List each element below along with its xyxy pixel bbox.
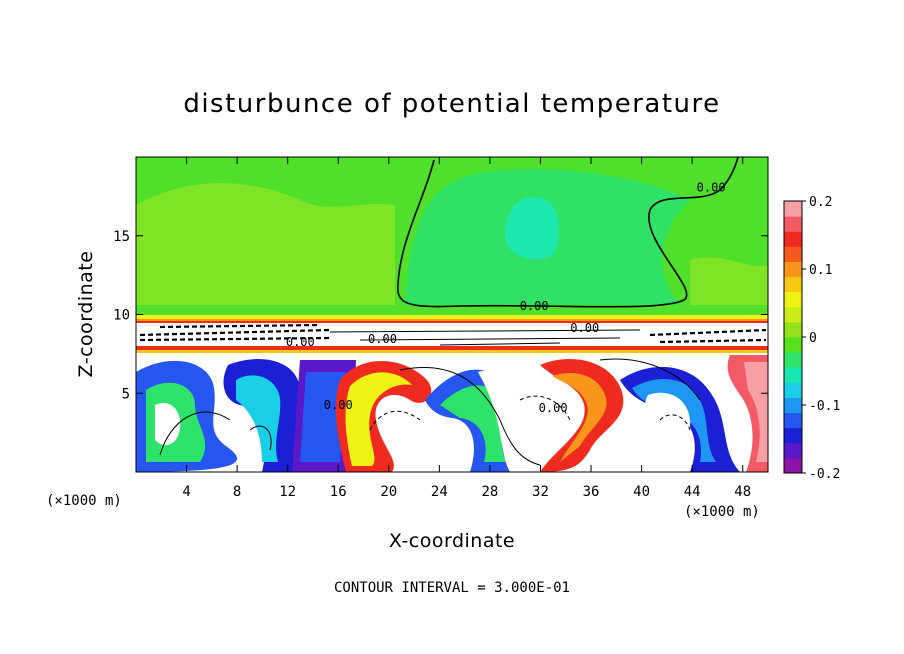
x-axis-ticks: 4 8 12 16 20 24 28 32 36 40 44 48 bbox=[182, 157, 751, 500]
x-tick-label: 40 bbox=[633, 484, 650, 500]
upper-light-region-left bbox=[136, 182, 395, 305]
colorbar-swatch bbox=[784, 276, 802, 293]
contour-label: 0.00 bbox=[286, 335, 315, 349]
contour-label: 0.00 bbox=[539, 401, 568, 415]
colorbar-swatch bbox=[784, 367, 802, 383]
tropopause-band-yellow bbox=[136, 315, 768, 319]
colorbar-swatch bbox=[784, 412, 802, 429]
colorbar-swatch bbox=[784, 306, 802, 323]
colorbar-swatch bbox=[784, 397, 802, 414]
colorbar-swatch bbox=[784, 246, 802, 262]
contour-labels: 0.00 0.00 0.00 0.00 0.00 0.00 0.00 bbox=[286, 181, 726, 416]
x-tick-label: 16 bbox=[330, 484, 347, 500]
x-tick-label: 44 bbox=[684, 484, 701, 500]
tropopause-band-red bbox=[136, 321, 768, 323]
y-axis-ticks: 5 10 15 bbox=[113, 229, 768, 402]
colorbar-swatch bbox=[784, 427, 802, 444]
x-tick-label: 48 bbox=[734, 484, 751, 500]
x-axis-label: X-coordinate bbox=[389, 530, 515, 552]
x-tick-label: 28 bbox=[481, 484, 498, 500]
tropopause-dashed-contours bbox=[139, 323, 767, 344]
x-tick-label: 36 bbox=[583, 484, 600, 500]
contour-label: 0.00 bbox=[520, 299, 549, 313]
colorbar-swatch bbox=[784, 321, 802, 338]
colorbar-tick-label: -0.2 bbox=[809, 467, 840, 482]
y-tick-label: 15 bbox=[113, 229, 130, 245]
eddy-white-7 bbox=[644, 392, 691, 444]
colorbar-swatch bbox=[784, 337, 802, 353]
lower-dashed-contours bbox=[369, 395, 691, 431]
colorbar-tick-label: -0.1 bbox=[809, 399, 840, 414]
tropopause-band-lower-yellow bbox=[136, 350, 768, 353]
upper-light-region-right bbox=[690, 257, 768, 305]
lower-solid-contours bbox=[159, 358, 701, 466]
x-tick-label: 24 bbox=[431, 484, 448, 500]
colorbar-swatch bbox=[784, 442, 802, 459]
colorbar-tick-label: 0.2 bbox=[809, 195, 832, 210]
colorbar-swatch bbox=[784, 201, 802, 217]
eddy-white-1 bbox=[155, 402, 181, 446]
tropopause-band-white bbox=[136, 323, 768, 345]
x-unit-label-left: (×1000 m) bbox=[46, 493, 122, 509]
eddy-green-5 bbox=[440, 385, 506, 462]
colorbar-tick-label: 0.1 bbox=[809, 263, 832, 278]
x-tick-label: 12 bbox=[279, 484, 296, 500]
chart-title: disturbunce of potential temperature bbox=[183, 89, 720, 119]
contour-label: 0.00 bbox=[697, 181, 726, 195]
eddy-cyan-2 bbox=[236, 375, 281, 462]
tropopause-solid-contours bbox=[329, 329, 641, 346]
y-tick-label: 10 bbox=[113, 308, 130, 324]
contour-label: 0.00 bbox=[324, 398, 353, 412]
upper-cyan-core bbox=[505, 197, 559, 260]
x-unit-label-right: (×1000 m) bbox=[684, 504, 760, 520]
eddy-pink-8 bbox=[744, 362, 768, 462]
tropopause-band-orange bbox=[136, 319, 768, 321]
contour-label: 0.00 bbox=[368, 332, 397, 346]
colorbar-swatch bbox=[784, 291, 802, 308]
colorbar-swatch bbox=[784, 261, 802, 278]
eddy-yellow-4 bbox=[345, 372, 412, 466]
contour-interval-note: CONTOUR INTERVAL = 3.000E-01 bbox=[334, 580, 570, 596]
tropopause-band-lower-red bbox=[136, 346, 768, 350]
x-tick-label: 20 bbox=[380, 484, 397, 500]
eddy-red-6 bbox=[540, 359, 624, 472]
x-tick-label: 32 bbox=[532, 484, 549, 500]
contour-label: 0.00 bbox=[570, 321, 599, 335]
eddy-white-5 bbox=[478, 370, 560, 472]
colorbar-swatch bbox=[784, 216, 802, 232]
colorbar-ticks: 0.2 0.1 0 -0.1 -0.2 bbox=[802, 195, 840, 482]
colorbar bbox=[783, 200, 803, 474]
colorbar-swatch bbox=[784, 352, 802, 368]
eddy-orange-6 bbox=[552, 372, 607, 462]
y-tick-label: 5 bbox=[122, 386, 130, 402]
colorbar-swatch bbox=[784, 231, 802, 247]
zero-contour-upper bbox=[397, 157, 739, 308]
colorbar-tick-label: 0 bbox=[809, 331, 817, 346]
x-tick-label: 8 bbox=[233, 484, 241, 500]
eddy-blue-3 bbox=[300, 372, 346, 462]
plot-area bbox=[136, 157, 768, 472]
colorbar-swatch bbox=[784, 382, 802, 398]
colorbar-swatch bbox=[784, 457, 802, 474]
y-axis-label: Z-coordinate bbox=[75, 251, 97, 378]
x-tick-label: 4 bbox=[182, 484, 190, 500]
